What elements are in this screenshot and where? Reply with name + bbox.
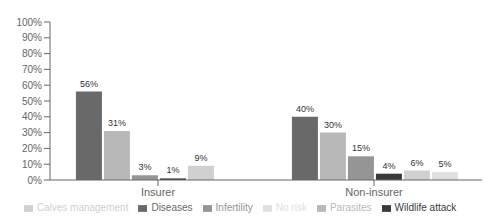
svg-text:1%: 1% (166, 165, 179, 175)
html-text:Parasites: Parasites (329, 202, 372, 213)
svg-text:Insurer: Insurer (141, 186, 176, 198)
svg-text:30%: 30% (324, 120, 342, 130)
svg-text:0%: 0% (28, 175, 43, 186)
html-text:Diseases: Diseases (151, 202, 193, 213)
svg-text:56%: 56% (80, 79, 98, 89)
svg-text:50%: 50% (22, 96, 42, 107)
html-text:Calves management: Calves management (36, 202, 129, 213)
svg-text:90%: 90% (22, 32, 42, 43)
svg-text:4%: 4% (382, 161, 395, 171)
svg-text:6%: 6% (410, 158, 423, 168)
html-text:Wildlife attack: Wildlife attack (394, 202, 457, 213)
svg-text:70%: 70% (22, 64, 42, 75)
svg-text:5%: 5% (438, 159, 451, 169)
svg-text:40%: 40% (296, 104, 314, 114)
svg-text:31%: 31% (108, 118, 126, 128)
html-text:Infertility: Infertility (215, 202, 253, 213)
svg-text:40%: 40% (22, 111, 42, 122)
svg-text:9%: 9% (194, 153, 207, 163)
svg-text:Non-insurer: Non-insurer (345, 186, 403, 198)
svg-text:60%: 60% (22, 80, 42, 91)
html-text:No risk: No risk (275, 202, 307, 213)
svg-text:10%: 10% (22, 159, 42, 170)
svg-text:80%: 80% (22, 48, 42, 59)
svg-text:15%: 15% (352, 143, 370, 153)
svg-text:30%: 30% (22, 127, 42, 138)
svg-text:3%: 3% (138, 162, 151, 172)
svg-text:20%: 20% (22, 143, 42, 154)
svg-text:100%: 100% (16, 17, 42, 28)
